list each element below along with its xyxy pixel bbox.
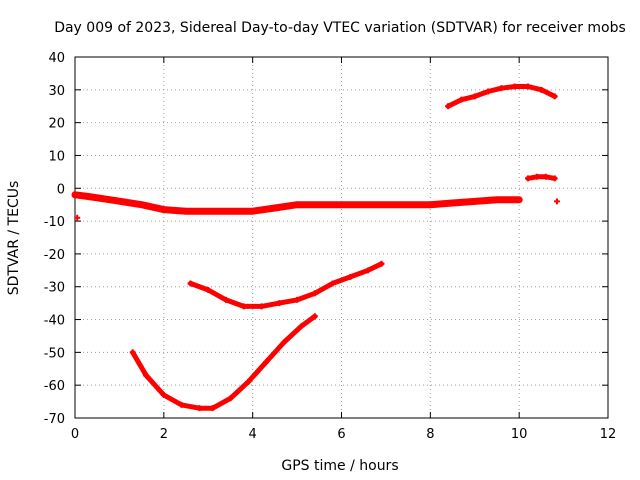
data-point	[160, 206, 167, 213]
series-arc-short	[525, 173, 558, 182]
data-point	[338, 201, 345, 208]
data-point	[525, 175, 532, 182]
data-point	[427, 201, 434, 208]
data-point	[205, 287, 212, 294]
data-point	[311, 290, 318, 297]
data-point	[511, 83, 518, 90]
data-point	[160, 392, 167, 399]
y-tick-label: -30	[44, 281, 65, 296]
data-point	[378, 260, 385, 267]
y-tick-label: 30	[48, 84, 65, 99]
y-tick-label: -20	[44, 248, 65, 263]
data-point	[551, 93, 558, 100]
data-point	[178, 401, 185, 408]
series-trace	[130, 313, 318, 411]
data-point	[445, 103, 452, 110]
y-tick-label: -10	[44, 215, 65, 230]
data-point	[107, 196, 114, 203]
series-trace	[525, 174, 558, 181]
y-axis: -70 -60 -50 -40 -30 -20 -10 0 10 20 30 40	[44, 51, 608, 427]
data-point	[262, 359, 269, 366]
series-arc-upper	[445, 83, 558, 110]
y-tick-label: -40	[44, 314, 65, 329]
data-point	[516, 196, 523, 203]
data-point	[196, 405, 203, 412]
data-point	[240, 303, 247, 310]
y-tick-label: 20	[48, 117, 65, 132]
data-point	[245, 378, 252, 385]
data-point	[493, 196, 500, 203]
data-point	[525, 83, 532, 90]
series-arc-deep-u	[129, 313, 318, 412]
x-axis-label: GPS time / hours	[281, 458, 398, 474]
x-tick-label: 2	[160, 427, 168, 442]
data-point	[542, 173, 549, 180]
x-tick-label: 6	[337, 427, 345, 442]
data-point	[280, 339, 287, 346]
series-trace	[188, 261, 384, 309]
data-point	[72, 191, 78, 198]
series-arc-shallow-u	[187, 260, 385, 310]
series-outliers	[74, 198, 560, 221]
data-point	[209, 405, 216, 412]
data-point	[138, 201, 145, 208]
data-point	[205, 208, 212, 215]
data-point	[382, 201, 389, 208]
data-point	[74, 214, 81, 221]
y-tick-label: -60	[44, 379, 65, 394]
y-tick-label: 40	[48, 51, 65, 66]
data-point	[329, 280, 336, 287]
data-point	[551, 175, 558, 182]
x-tick-label: 0	[71, 427, 79, 442]
data-point	[405, 201, 412, 208]
data-point	[553, 198, 560, 205]
data-point	[258, 303, 265, 310]
data-point	[471, 93, 478, 100]
data-point	[223, 296, 230, 303]
data-point	[187, 280, 194, 287]
data-point	[294, 201, 301, 208]
y-axis-label: SDTVAR / TECUs	[6, 181, 22, 296]
data-point	[227, 208, 234, 215]
x-axis: 0 2 4 6 8 10 12	[71, 57, 616, 442]
data-point	[360, 201, 367, 208]
data-point	[485, 88, 492, 95]
data-point	[471, 198, 478, 205]
x-tick-label: 10	[511, 427, 528, 442]
data-point	[347, 273, 354, 280]
series-arc-main-band	[71, 191, 523, 215]
data-point	[271, 204, 278, 211]
data-point	[538, 86, 545, 93]
y-tick-label: 0	[57, 182, 65, 197]
data-point	[85, 193, 92, 200]
y-tick-label: 10	[48, 149, 65, 164]
data-point	[276, 300, 283, 307]
chart-title: Day 009 of 2023, Sidereal Day-to-day VTE…	[54, 20, 626, 36]
data-point	[498, 85, 505, 92]
y-tick-label: -50	[44, 346, 65, 361]
data-point	[143, 372, 150, 379]
data-point	[294, 296, 301, 303]
data-series-group	[71, 83, 560, 412]
data-point	[458, 96, 465, 103]
data-point	[183, 208, 190, 215]
x-tick-label: 8	[426, 427, 434, 442]
x-tick-label: 12	[600, 427, 617, 442]
data-point	[311, 313, 318, 320]
grid-lines	[75, 57, 608, 418]
data-point	[129, 349, 136, 356]
data-point	[316, 201, 323, 208]
x-tick-label: 4	[249, 427, 257, 442]
y-tick-label: -70	[44, 412, 65, 427]
data-point	[249, 208, 256, 215]
data-point	[449, 200, 456, 207]
data-point	[533, 173, 540, 180]
data-point	[365, 267, 372, 274]
data-point	[227, 395, 234, 402]
data-point	[298, 323, 305, 330]
